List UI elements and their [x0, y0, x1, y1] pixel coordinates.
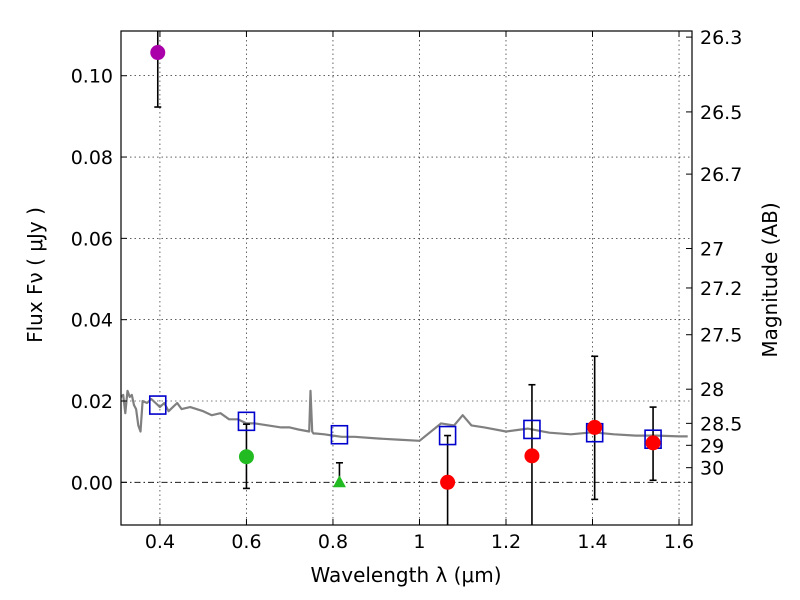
observed-flux-point — [524, 448, 540, 464]
y-tick-label: 0.10 — [71, 66, 113, 88]
upper-limit-marker — [332, 475, 346, 488]
y-tick-label: 0.06 — [71, 228, 113, 250]
model-photometry-point — [330, 424, 349, 445]
y2-tick-label: 27.5 — [700, 325, 742, 347]
y2-tick-label: 29 — [700, 435, 724, 457]
grid-lines — [121, 31, 692, 525]
y2-tick-label: 27 — [700, 239, 724, 261]
y2-tick-label: 28.5 — [700, 413, 742, 435]
x-tick-label: 1.6 — [664, 531, 694, 553]
y2-tick-label: 27.2 — [700, 278, 742, 300]
x-tick-label: 1 — [413, 531, 425, 553]
observed-flux-point — [645, 435, 661, 451]
y-tick-label: 0.00 — [71, 472, 113, 494]
axes-frame — [120, 30, 693, 526]
model-spectrum-line — [121, 389, 688, 442]
y2-tick-label: 26.3 — [700, 27, 742, 49]
y-tick-label: 0.04 — [71, 310, 113, 332]
observed-flux-point — [238, 449, 254, 465]
plot-content — [121, 31, 688, 525]
model-photometry-point — [438, 425, 457, 446]
y-axis-label: Flux Fν ( μJy ) — [23, 207, 47, 343]
model-photometry-point — [523, 419, 541, 440]
model-photometry-point — [237, 411, 256, 432]
secondary-y-axis-label: Magnitude (AB) — [758, 202, 782, 357]
observed-flux-point — [440, 474, 456, 490]
model-photometry-point — [148, 395, 167, 415]
observed-flux-point — [587, 419, 603, 435]
y2-tick-label: 28 — [700, 379, 724, 401]
y-tick-label: 0.02 — [71, 391, 113, 413]
x-axis-label: Wavelength λ (μm) — [310, 563, 501, 587]
x-tick-label: 0.8 — [318, 531, 348, 553]
x-tick-label: 0.6 — [231, 531, 261, 553]
y-tick-label: 0.08 — [71, 147, 113, 169]
x-tick-label: 1.2 — [491, 531, 521, 553]
x-tick-label: 0.4 — [145, 531, 175, 553]
x-tick-label: 1.4 — [577, 531, 607, 553]
y2-tick-label: 26.7 — [700, 164, 742, 186]
axis-ticks: 0.4 0.6 0.8 1 1.2 1.4 1.6 0.00 0.02 0.04 0.06 0.08 0… — [71, 27, 743, 553]
y2-tick-label: 26.5 — [700, 102, 742, 124]
y2-tick-label: 30 — [700, 458, 724, 480]
observed-flux-point — [150, 45, 166, 61]
